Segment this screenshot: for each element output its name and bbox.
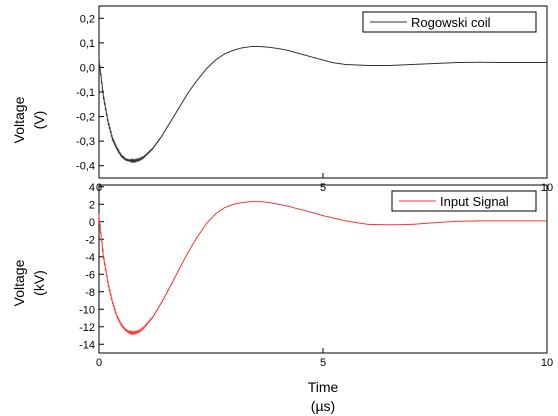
ytick-label: 4 [89,182,95,194]
ylabel-bottom-unit: (kV) [31,270,47,296]
legend-bottom-box [391,190,537,212]
series-line-input-signal [98,201,548,336]
ytick-label: -6 [85,269,95,281]
ytick-label: 0,0 [80,62,95,74]
legend-bottom-label: Input Signal [440,194,509,209]
ylabel-top-unit: (V) [31,111,47,130]
ytick-label: -10 [79,304,95,316]
ytick-label: 2 [89,199,95,211]
xtick-label: 10 [541,357,553,369]
ytick-label: 0,2 [80,13,95,25]
legend-top: Rogowski coil [362,11,537,33]
panel-rogowski: -0,4-0,3-0,2-0,10,00,10,2 0 5 10 Voltage (… [11,5,553,194]
ytick-label: -0,4 [76,161,95,173]
ylabel-top-text: Voltage [11,96,27,143]
ytick-label: -14 [79,339,95,351]
xlabel-bottom-unit: (µs) [311,398,335,414]
ytick-label: -0,2 [76,112,95,124]
ytick-label: -12 [79,322,95,334]
ylabel-bottom-text: Voltage [11,259,27,306]
ytick-label: -4 [85,252,95,264]
panel-input-signal: -14 -12 -10 -8 -6 -4 -2 0 2 4 0 5 10 Voltage (kV) I… [11,182,553,414]
ylabel-top: Voltage (V) [11,96,47,143]
ytick-label: -0,1 [76,87,95,99]
ytick-label: -0,3 [76,136,95,148]
xtick-label: 5 [320,182,326,194]
yticks-bottom: -14 -12 -10 -8 -6 -4 -2 0 2 4 [79,182,104,351]
legend-top-box [362,11,537,33]
ylabel-bottom: Voltage (kV) [11,259,47,306]
xlabel-bottom: Time [308,379,339,395]
ytick-label: -2 [85,234,95,246]
ytick-label: 0 [89,217,95,229]
legend-top-label: Rogowski coil [411,15,491,30]
xtick-label: 5 [320,357,326,369]
yticks-top: -0,4 -0,3 -0,2 -0,1 0,0 0,1 0,2 [76,13,104,173]
legend-bottom: Input Signal [391,190,537,212]
series-line-rogowski-coil [98,46,547,164]
xticks-bottom: 0 5 10 [96,348,553,369]
xtick-label: 0 [96,357,102,369]
ytick-label: 0,1 [80,38,95,50]
ytick-label: -8 [85,287,95,299]
